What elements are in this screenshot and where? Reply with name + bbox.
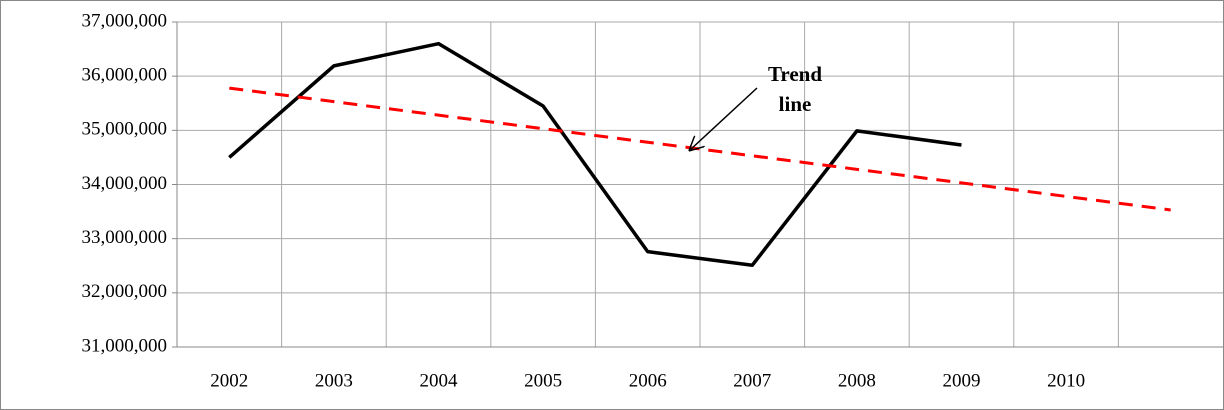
y-tick-label: 35,000,000 <box>82 119 168 140</box>
x-tick-label: 2004 <box>420 370 459 391</box>
y-tick-label: 36,000,000 <box>82 65 168 86</box>
y-tick-label: 33,000,000 <box>82 227 168 248</box>
line-series <box>229 86 1171 212</box>
x-tick-label: 2003 <box>315 370 353 391</box>
x-tick-label: 2008 <box>838 370 876 391</box>
line-series <box>228 41 962 267</box>
marks <box>228 41 1171 267</box>
x-tick-label: 2006 <box>629 370 667 391</box>
y-tick-label: 34,000,000 <box>82 173 168 194</box>
x-tick-label: 2010 <box>1047 370 1085 391</box>
annotation: line <box>779 92 812 116</box>
x-tick-label: 2005 <box>524 370 562 391</box>
annotation-arrow <box>690 87 758 150</box>
annotation: Trend <box>768 62 822 86</box>
x-tick-label: 2007 <box>733 370 771 391</box>
x-tick-label: 2009 <box>943 370 981 391</box>
x-tick-label: 2002 <box>210 370 248 391</box>
y-tick-label: 32,000,000 <box>82 281 168 302</box>
y-tick-label: 37,000,000 <box>82 10 168 31</box>
grid <box>172 21 1223 348</box>
y-tick-label: 31,000,000 <box>82 335 168 356</box>
